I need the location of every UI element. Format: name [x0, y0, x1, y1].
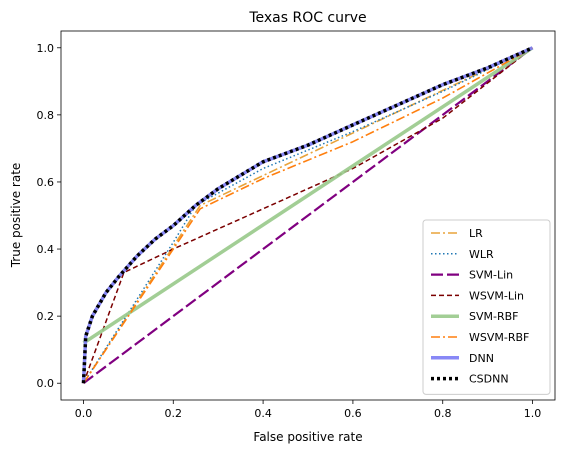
- series-line-wsvm-rbf: [82, 47, 533, 384]
- x-tick-label: 0.4: [254, 407, 272, 420]
- y-axis-label: True positive rate: [9, 163, 23, 269]
- chart-title: Texas ROC curve: [248, 10, 366, 26]
- x-tick-label: 0.0: [75, 407, 93, 420]
- x-tick-label: 0.2: [165, 407, 183, 420]
- series-line-svm-lin: [82, 46, 534, 385]
- legend-label-wsvm-rbf: WSVM-RBF: [469, 331, 529, 344]
- y-tick-label: 0.0: [37, 377, 55, 390]
- legend-label-lr: LR: [469, 227, 483, 240]
- plot-area: 0.0 0.2 0.4 0.6 0.8 1.0 0.0 0.2 0.4 0.6 0.8 1.0: [37, 30, 556, 420]
- x-tick-label: 1.0: [524, 407, 542, 420]
- y-tick-label: 0.2: [37, 310, 55, 323]
- legend-label-wsvm-lin: WSVM-Lin: [469, 289, 524, 302]
- legend-label-svm-lin: SVM-Lin: [469, 269, 513, 282]
- axes-frame: [60, 30, 556, 401]
- y-tick-label: 0.4: [37, 243, 55, 256]
- x-tick-label: 0.8: [434, 407, 452, 420]
- series-line-wsvm-lin: [82, 47, 533, 384]
- y-tick-label: 0.6: [37, 176, 55, 189]
- x-axis-label: False positive rate: [253, 430, 362, 444]
- y-tick-label: 0.8: [37, 109, 55, 122]
- legend-box: [422, 219, 551, 395]
- legend-label-wlr: WLR: [469, 248, 494, 261]
- legend-label-svm-rbf: SVM-RBF: [469, 310, 518, 323]
- legend-label-dnn: DNN: [469, 352, 494, 365]
- series-line-csdnn: [81, 46, 534, 384]
- series-line-svm-rbf: [82, 46, 534, 345]
- y-tick-label: 1.0: [37, 42, 55, 55]
- x-tick-label: 0.6: [344, 407, 362, 420]
- legend-label-csdnn: CSDNN: [469, 373, 509, 386]
- legend: LR WLR SVM-Lin WSVM-Lin SVM-RBF WSVM-RBF DNN CS…: [422, 219, 551, 395]
